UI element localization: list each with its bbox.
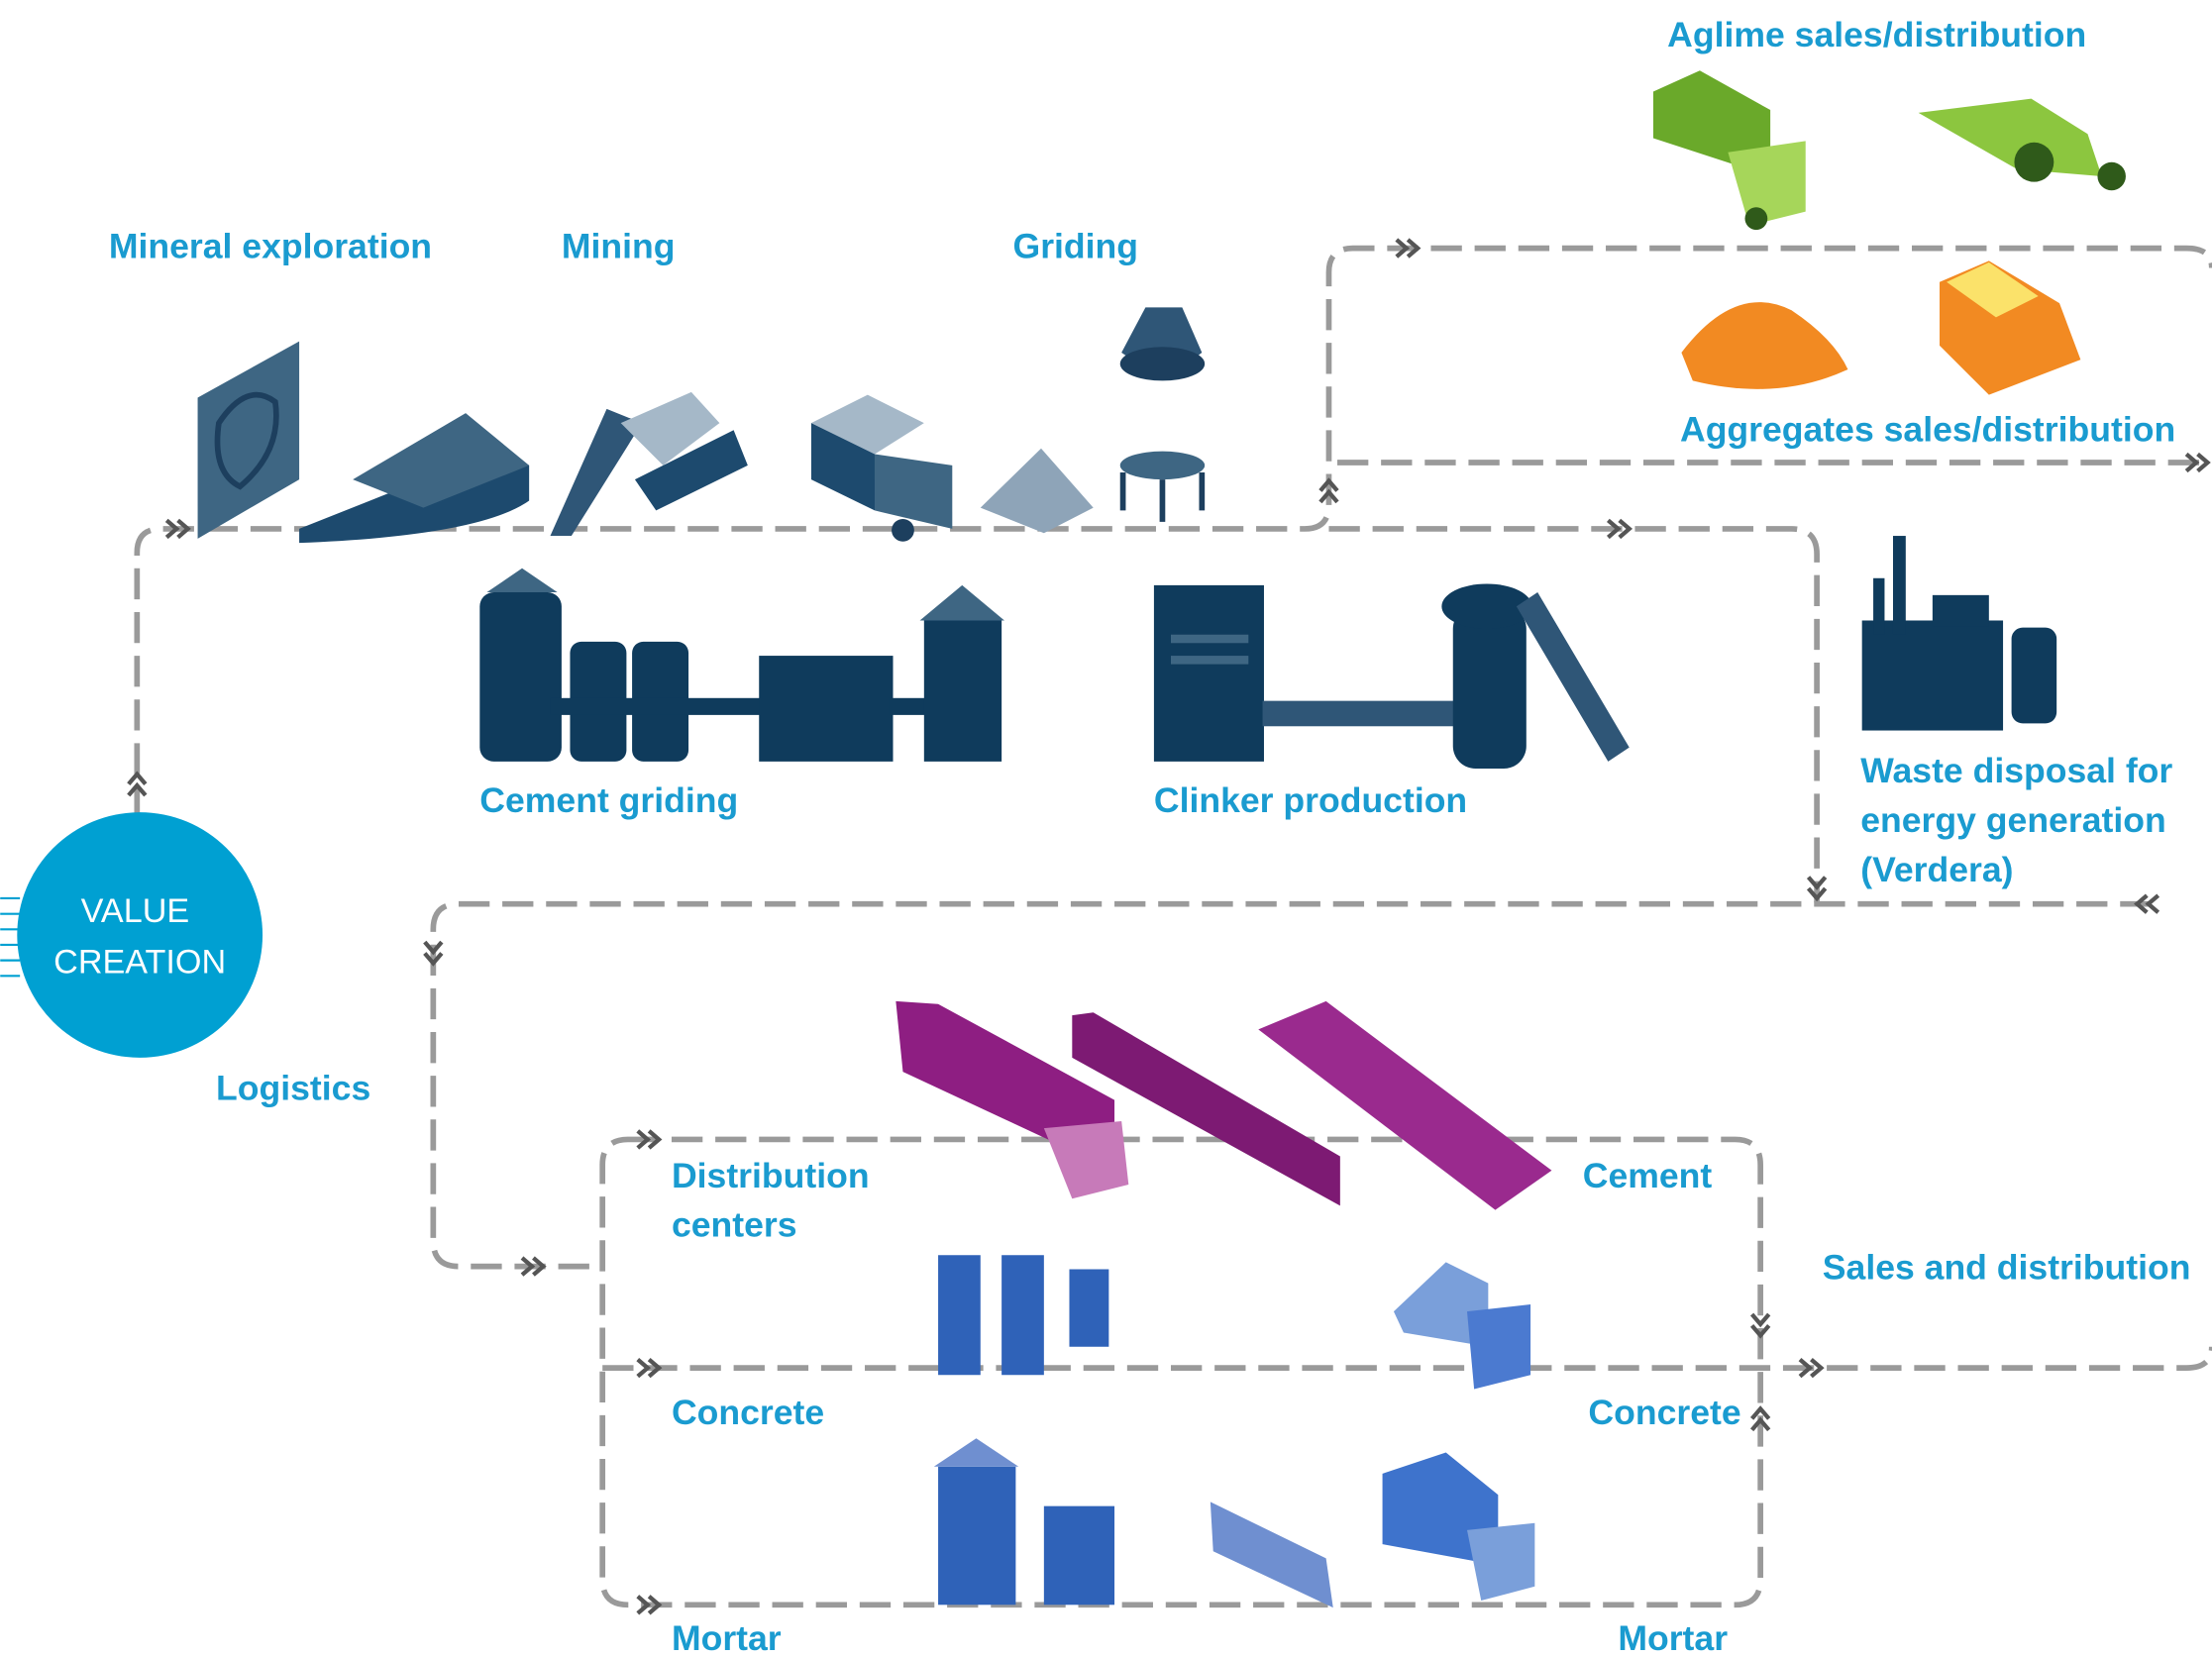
stage-label: Aglime sales/distribution [1667,15,2086,54]
stage-label: Mining [562,227,676,266]
plant-icons [479,536,2056,769]
aglime-aggregates-icons [1653,70,2126,394]
raw-material-icons-shape [875,454,952,528]
stage-label: Mortar [672,1618,782,1657]
logistics-icons-shape [934,1438,1018,1466]
stage-label: Concrete [672,1393,824,1432]
stage-label: Griding [1013,227,1139,266]
logistics-icons-shape [1467,1523,1534,1601]
plant-icons-shape [479,592,562,762]
plant-icons-shape [2012,628,2057,724]
value-creation-hub-shape [17,812,263,1058]
plant-icons-shape [759,656,893,762]
logistics-icons [895,1001,1551,1607]
plant-icons-shape [1517,592,1630,762]
flow-arrows-shape [1809,878,1826,898]
stage-label: Logistics [216,1069,370,1108]
raw-material-icons-shape [198,342,300,539]
plant-icons-shape [924,620,1001,761]
value-creation-hub: VALUE CREATION [0,812,263,1058]
logistics-icons-shape [938,1467,1015,1605]
aglime-aggregates-icons-shape [1919,99,2102,176]
raw-material-icons-shape [1120,452,1205,479]
value-chain-diagram: VALUE CREATION [0,0,2212,1657]
center-line: VALUE [81,892,189,930]
logistics-icons-shape [1467,1304,1530,1389]
aglime-aggregates-icons-shape [2097,162,2125,190]
label-line: (Verdera) [1860,850,2013,889]
raw-material-icons-shape [981,449,1094,533]
plant-icons-shape [551,698,763,715]
label-line: Distribution [672,1156,870,1195]
flow-arrows-shape [638,1360,659,1377]
plant-icons-shape [1263,701,1460,727]
logistics-icons-shape [1044,1506,1114,1605]
plant-icons-shape [1862,620,2003,730]
stage-label: Cement [1583,1156,1713,1195]
stage-label: Clinker production [1154,780,1467,820]
flow-arrows-shape [1752,1314,1769,1335]
aglime-aggregates-icons-shape [1728,141,1805,225]
plant-icons-shape [1171,635,1248,644]
label-line: centers [672,1205,797,1245]
raw-material-icons-shape [892,519,914,542]
plant-icons-shape [486,569,557,592]
stage-label: Mineral exploration [109,227,432,266]
raw-material-icons-shape [1123,472,1203,522]
stage-label: Mortar [1618,1618,1728,1657]
stage-label: Aggregates sales/distribution [1680,410,2175,450]
center-line: CREATION [53,943,226,981]
stage-label: Waste disposal for energy generation (Ve… [1860,751,2182,889]
aglime-aggregates-icons-shape [1681,302,1847,389]
logistics-icons-shape [1044,1121,1128,1198]
stage-label: Cement griding [479,780,738,820]
stage-label: Sales and distribution [1823,1247,2191,1287]
flow-arrows-shape [2137,895,2158,912]
flow-lines-shape [602,1347,2212,1368]
plant-icons-shape [1893,536,1906,635]
plant-icons-shape [1154,585,1264,762]
label-line: Waste disposal for [1860,751,2172,790]
logistics-icons-shape [938,1255,1108,1375]
plant-icons-shape [920,585,1004,621]
stage-label: Concrete [1588,1393,1740,1432]
null-shape [0,898,20,976]
aglime-aggregates-icons-shape [1744,207,1767,230]
labels: Mineral exploration Mining Griding Aglim… [109,15,2191,1657]
stage-label: Distribution centers [672,1156,879,1245]
raw-material-icons-shape [1120,347,1205,380]
aglime-aggregates-icons-shape [2014,143,2054,182]
plant-icons-shape [1453,606,1527,769]
plant-icons-shape [1171,656,1248,665]
raw-material-icons [198,307,1206,543]
page: {"center":{"lines":["VALUE","CREATION"]}… [0,0,2212,1657]
logistics-icons-shape [1211,1502,1333,1607]
label-line: energy generation [1860,800,2165,840]
plant-icons-shape [1933,595,1989,626]
plant-icons-shape [1873,578,1884,635]
